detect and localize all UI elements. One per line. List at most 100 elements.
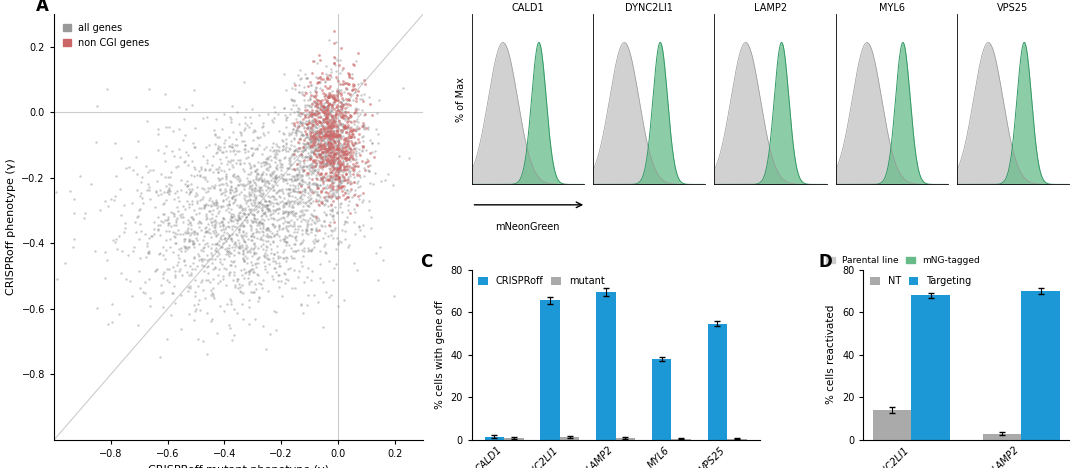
Point bbox=[308, 175, 325, 182]
Point bbox=[116, 228, 133, 236]
Point bbox=[303, 189, 321, 196]
Point bbox=[280, 170, 297, 177]
Point bbox=[335, 142, 352, 150]
Point bbox=[301, 108, 319, 116]
Point bbox=[199, 263, 216, 271]
Point bbox=[315, 117, 333, 125]
Point bbox=[235, 185, 253, 193]
Point bbox=[210, 202, 227, 210]
Point bbox=[316, 144, 334, 152]
Point bbox=[330, 112, 348, 119]
Point bbox=[315, 103, 333, 110]
Point bbox=[189, 300, 206, 307]
Point bbox=[311, 153, 328, 161]
Point bbox=[271, 147, 288, 154]
Point bbox=[216, 215, 233, 223]
Point bbox=[262, 214, 280, 222]
Point bbox=[197, 224, 214, 232]
Point bbox=[238, 213, 255, 221]
Point bbox=[288, 170, 306, 178]
Point bbox=[327, 107, 345, 115]
Point bbox=[303, 111, 321, 118]
Point bbox=[171, 103, 188, 111]
Point bbox=[316, 223, 334, 230]
Point bbox=[328, 88, 346, 95]
Point bbox=[185, 240, 202, 247]
Point bbox=[230, 212, 247, 219]
Point bbox=[280, 265, 297, 273]
Point bbox=[221, 295, 239, 302]
Point bbox=[228, 219, 245, 227]
Point bbox=[194, 243, 212, 250]
Point bbox=[309, 191, 326, 198]
Point bbox=[288, 195, 306, 203]
Point bbox=[219, 157, 237, 165]
Point bbox=[203, 202, 220, 209]
Point bbox=[132, 228, 149, 235]
Point bbox=[320, 127, 337, 135]
Point bbox=[231, 159, 248, 166]
Point bbox=[323, 159, 340, 166]
Point bbox=[323, 134, 340, 142]
Point bbox=[180, 271, 198, 279]
Point bbox=[254, 190, 271, 197]
Point bbox=[334, 182, 351, 190]
Point bbox=[253, 285, 270, 292]
Point bbox=[184, 237, 201, 244]
Point bbox=[206, 182, 224, 189]
Point bbox=[258, 155, 275, 163]
Point bbox=[210, 210, 227, 217]
Point bbox=[65, 195, 82, 203]
Point bbox=[324, 132, 341, 140]
Point bbox=[309, 116, 326, 124]
Point bbox=[295, 140, 312, 147]
Point bbox=[332, 177, 349, 185]
Point bbox=[339, 124, 356, 131]
Point bbox=[338, 162, 355, 169]
Point bbox=[261, 171, 279, 179]
Point bbox=[318, 114, 335, 121]
Point bbox=[289, 109, 307, 116]
Point bbox=[323, 231, 340, 238]
Point bbox=[289, 171, 307, 178]
Point bbox=[314, 184, 332, 192]
Point bbox=[235, 145, 253, 153]
Point bbox=[319, 98, 336, 106]
Point bbox=[319, 94, 336, 101]
Point bbox=[245, 206, 262, 213]
Point bbox=[339, 161, 356, 168]
Point bbox=[319, 113, 336, 120]
Point bbox=[324, 234, 341, 241]
Point bbox=[239, 218, 256, 226]
Point bbox=[247, 250, 265, 257]
Point bbox=[328, 131, 346, 139]
Point bbox=[336, 108, 353, 115]
Point bbox=[238, 255, 255, 262]
Point bbox=[293, 131, 310, 139]
Point bbox=[348, 91, 365, 98]
Point bbox=[293, 188, 310, 195]
Point bbox=[314, 181, 332, 188]
Point bbox=[56, 259, 73, 266]
Point bbox=[343, 126, 361, 133]
Point bbox=[338, 186, 355, 194]
Point bbox=[324, 177, 341, 185]
Point bbox=[332, 203, 349, 211]
Point bbox=[333, 146, 350, 153]
Point bbox=[319, 73, 336, 80]
Point bbox=[133, 178, 150, 186]
Point bbox=[334, 161, 351, 168]
Point bbox=[308, 117, 325, 125]
Point bbox=[321, 89, 338, 96]
Point bbox=[292, 66, 309, 74]
Point bbox=[334, 101, 351, 108]
Point bbox=[328, 172, 346, 179]
Point bbox=[320, 146, 337, 154]
Point bbox=[343, 165, 361, 172]
Point bbox=[192, 226, 210, 234]
Point bbox=[275, 131, 293, 138]
Point bbox=[112, 154, 130, 161]
Point bbox=[325, 104, 342, 112]
Point bbox=[173, 326, 190, 333]
Point bbox=[288, 161, 306, 168]
